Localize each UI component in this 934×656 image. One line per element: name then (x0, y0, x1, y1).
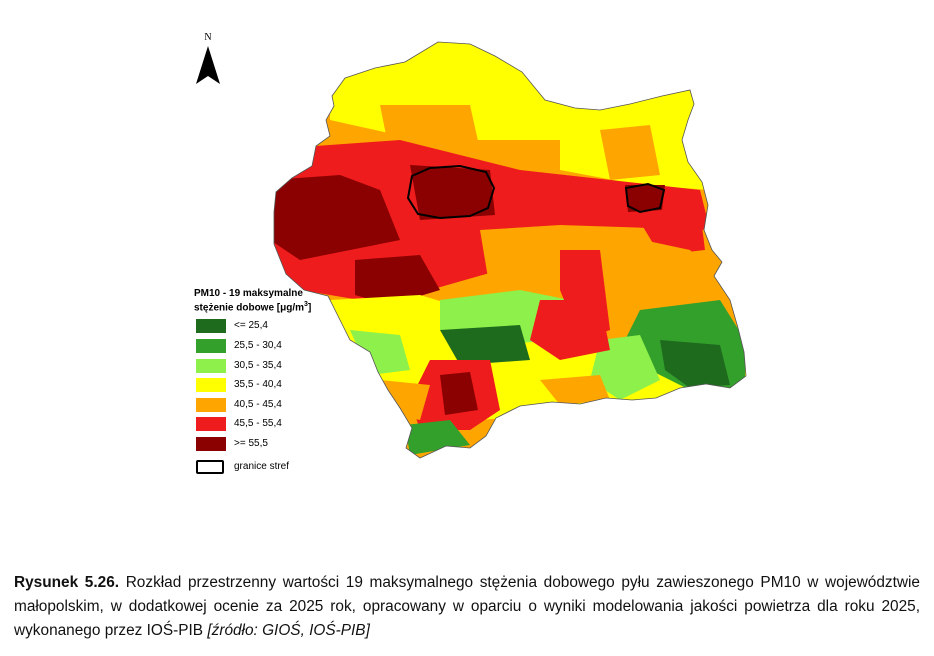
legend-label: 25,5 - 30,4 (234, 339, 282, 351)
legend-swatch (196, 358, 226, 373)
legend-label: >= 55,5 (234, 437, 268, 449)
north-arrow: N (192, 32, 224, 84)
boundary-swatch (196, 460, 224, 475)
map-legend: PM10 - 19 maksymalne stężenie dobowe [μg… (194, 288, 354, 478)
legend-title-sup: 3 (304, 301, 308, 308)
north-arrow-icon (196, 46, 220, 84)
legend-title-end: ] (307, 302, 312, 314)
legend-title: PM10 - 19 maksymalne stężenie dobowe [μg… (194, 288, 354, 313)
legend-swatch (196, 338, 226, 353)
legend-item: 45,5 - 55,4 (194, 417, 354, 437)
boundary-label: granice stref (234, 461, 290, 473)
legend-swatch (196, 319, 226, 334)
legend-label: 35,5 - 40,4 (234, 379, 282, 391)
caption-text: Rozkład przestrzenny wartości 19 maksyma… (14, 574, 920, 639)
concentration-raster (274, 42, 746, 458)
legend-item: <= 25,4 (194, 319, 354, 339)
zone-boundary-tarnow (624, 182, 666, 214)
legend-item: 30,5 - 35,4 (194, 358, 354, 379)
legend-label: 30,5 - 35,4 (234, 359, 282, 371)
legend-item: >= 55,5 (194, 436, 354, 457)
caption-source: [źródło: GIOŚ, IOŚ-PIB] (207, 622, 370, 639)
map-figure: N PM10 - 19 maksymalne stężenie dobowe [… (192, 32, 747, 478)
legend-swatch (196, 436, 226, 451)
legend-label: 40,5 - 45,4 (234, 398, 282, 410)
legend-item: 25,5 - 30,4 (194, 338, 354, 359)
legend-title-line2: stężenie dobowe [μg/m (194, 302, 305, 314)
legend-items: <= 25,4 25,5 - 30,4 30,5 - 35,4 35,5 - 40,4… (194, 319, 354, 456)
caption-number: Rysunek 5.26. (14, 574, 120, 591)
legend-boundary-row: granice stref (194, 460, 354, 478)
figure-caption: Rysunek 5.26. Rozkład przestrzenny warto… (14, 571, 920, 643)
legend-item: 40,5 - 45,4 (194, 397, 354, 418)
legend-swatch (196, 397, 226, 412)
zone-boundary-krakow (406, 164, 496, 220)
legend-label: <= 25,4 (234, 320, 268, 332)
legend-swatch (196, 417, 226, 432)
legend-label: 45,5 - 55,4 (234, 418, 282, 430)
pm10-concentration-map (273, 41, 747, 459)
north-label: N (204, 32, 212, 43)
legend-title-line1: PM10 - 19 maksymalne (194, 288, 303, 299)
legend-swatch (196, 378, 226, 393)
legend-item: 35,5 - 40,4 (194, 378, 354, 398)
